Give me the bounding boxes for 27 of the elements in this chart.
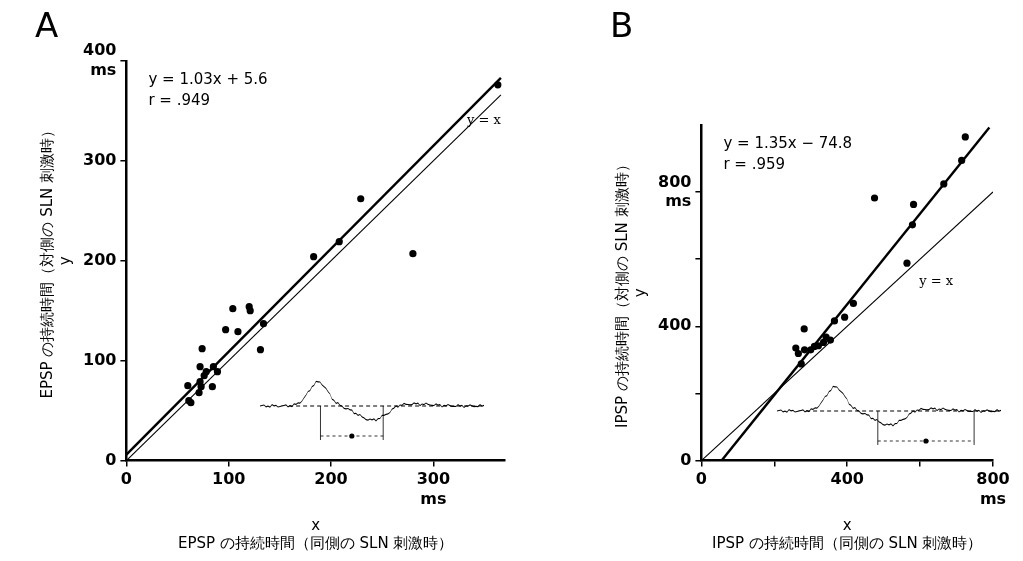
annotation: y = 1.03x + 5.6 — [148, 70, 268, 89]
y-axis-title: EPSP の持続時間（対側の SLN 刺激時） y — [37, 122, 74, 399]
y-axis-title: IPSP の持続時間（対側の SLN 刺激時） y — [612, 157, 649, 428]
y-tick-label: 200 — [82, 249, 117, 269]
annotation: r = .949 — [148, 91, 211, 110]
chart-title: A — [35, 5, 59, 46]
x-tick-label: 300 ms — [416, 469, 451, 508]
x-tick-label: 0 — [695, 469, 707, 489]
x-tick-label: 400 — [830, 469, 864, 489]
annotation: r = .959 — [723, 155, 786, 174]
x-tick-label: 200 — [314, 469, 348, 489]
y-tick-label: 400 — [657, 315, 692, 335]
x-tick-label: 0 — [120, 469, 132, 489]
y-tick-label: 800 ms — [657, 171, 692, 210]
series-label: y = x — [466, 112, 502, 128]
y-tick-label: 100 — [82, 349, 117, 369]
y-tick-label: 0 — [680, 449, 692, 469]
x-axis-title: x IPSP の持続時間（同側の SLN 刺激時） — [711, 515, 983, 552]
annotation: y = 1.35x − 74.8 — [723, 134, 853, 153]
x-tick-label: 800 ms — [976, 469, 1010, 508]
y-tick-label: 400 ms — [82, 40, 117, 79]
y-tick-label: 0 — [105, 449, 117, 469]
x-tick-label: 100 — [212, 469, 246, 489]
series-label: y = x — [918, 273, 954, 289]
y-tick-label: 300 — [82, 149, 117, 169]
chart-title: B — [610, 5, 634, 46]
x-axis-title: x EPSP の持続時間（同側の SLN 刺激時） — [177, 515, 454, 552]
